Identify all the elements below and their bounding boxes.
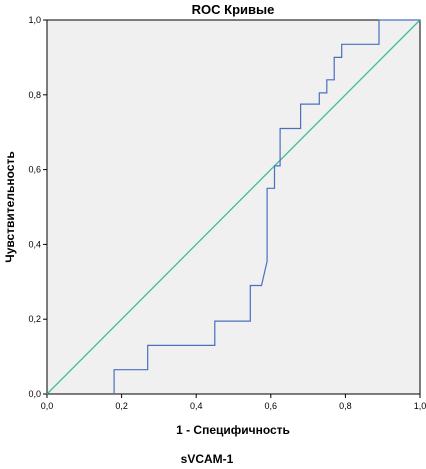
chart-title: ROC Кривые [192, 2, 275, 17]
y-tick-label: 0,6 [28, 165, 41, 175]
x-tick-label: 0,2 [115, 401, 128, 411]
x-axis-ticks: 0,0 0,2 0,4 0,6 0,8 1,0 [41, 394, 426, 411]
y-tick-label: 0,2 [28, 314, 41, 324]
reference-line [46, 19, 421, 395]
x-tick-label: 0,6 [265, 401, 278, 411]
y-axis-ticks: 0,0 0,2 0,4 0,6 0,8 1,0 [28, 15, 47, 399]
x-tick-label: 0,8 [339, 401, 352, 411]
x-tick-label: 0,4 [190, 401, 203, 411]
variable-caption: sVCAM-1 [181, 452, 234, 466]
x-tick-label: 0,0 [41, 401, 54, 411]
y-axis-label: Чувствительность [3, 151, 17, 262]
x-axis-label: 1 - Специфичность [176, 423, 290, 437]
y-tick-label: 0,8 [28, 90, 41, 100]
x-tick-label: 1,0 [414, 401, 426, 411]
y-tick-label: 0,0 [28, 389, 41, 399]
y-tick-label: 0,4 [28, 239, 41, 249]
y-tick-label: 1,0 [28, 15, 41, 25]
roc-curve [113, 19, 420, 394]
